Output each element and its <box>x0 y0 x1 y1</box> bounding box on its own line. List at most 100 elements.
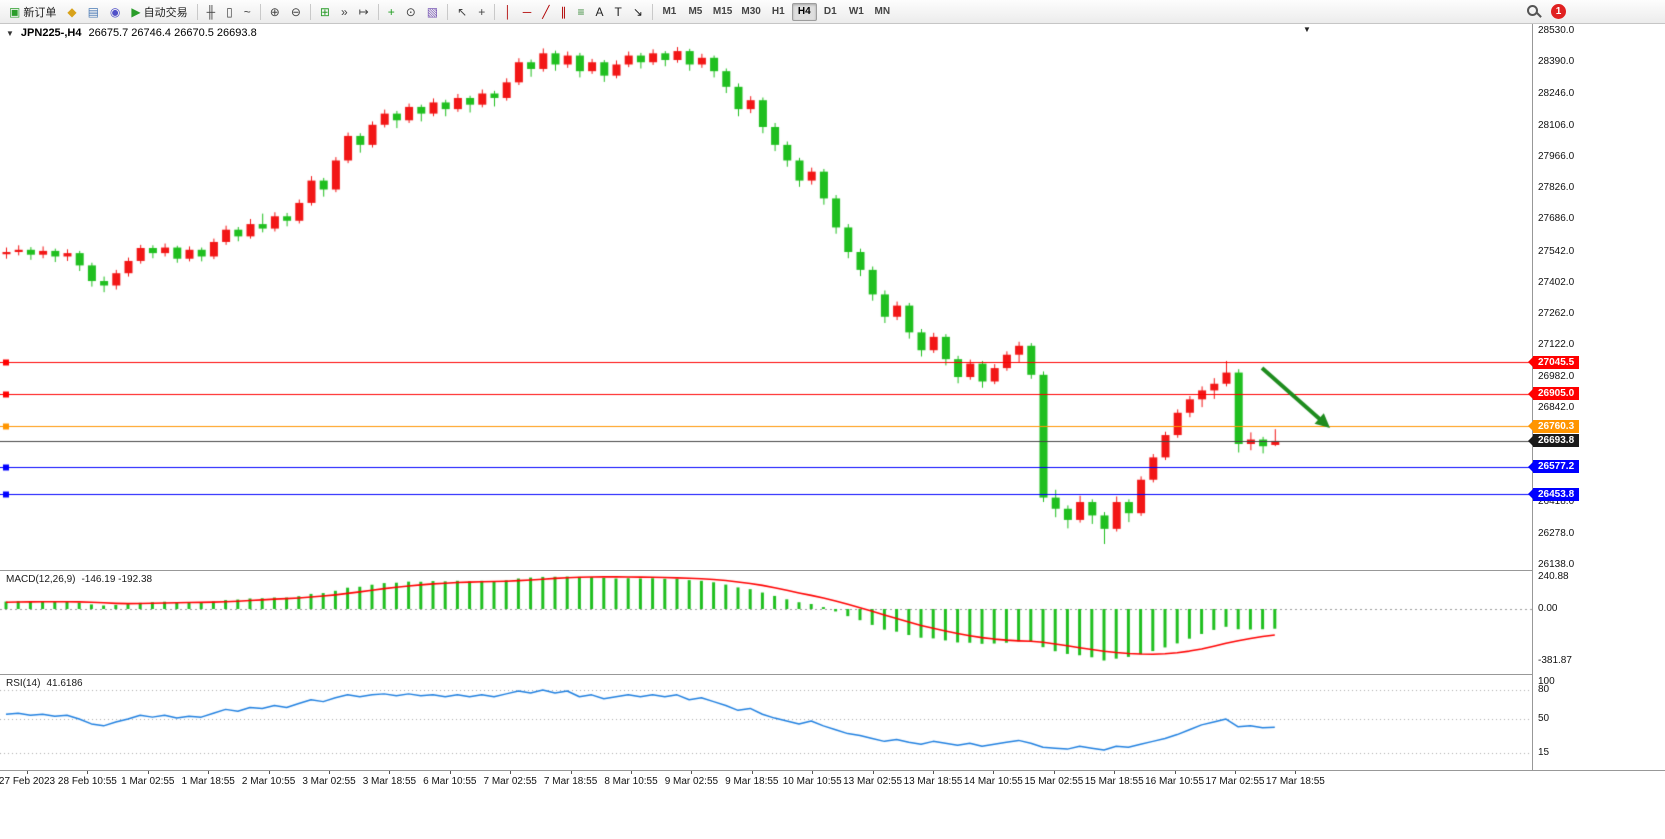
collapse-triangle-icon[interactable]: ▼ <box>6 28 14 38</box>
timeframe-m5[interactable]: M5 <box>683 3 708 21</box>
price-axis-label: 28530.0 <box>1538 25 1575 36</box>
chart-shift-icon: ↦ <box>358 4 369 19</box>
zoom-out-button[interactable]: ⊖ <box>286 2 306 22</box>
candlestick-chart-button[interactable]: ▯ <box>221 2 238 22</box>
time-axis-label: 13 Mar 18:55 <box>903 776 963 787</box>
time-axis-label: 16 Mar 10:55 <box>1145 776 1205 787</box>
time-tick <box>268 771 270 774</box>
text-button[interactable]: A <box>590 2 608 22</box>
vertical-line-icon: │ <box>504 4 512 19</box>
time-tick <box>812 771 814 774</box>
price-tag: 26453.8 <box>1528 487 1580 501</box>
new-order-label: 新订单 <box>23 6 57 19</box>
time-axis-label: 10 Mar 10:55 <box>782 776 842 787</box>
time-tick <box>570 771 572 774</box>
sound-alert-icon: ◉ <box>109 4 121 19</box>
sound-alert-button[interactable]: ◉ <box>105 2 125 22</box>
time-axis-label: 15 Mar 18:55 <box>1084 776 1144 787</box>
time-tick <box>329 771 330 774</box>
chart-area: ▼ JPN225-,H4 26675.7 26746.4 26670.5 266… <box>0 24 1665 839</box>
price-axis-label: 26138.0 <box>1538 559 1575 570</box>
notification-badge[interactable]: 1 <box>1551 4 1566 19</box>
toolbar-icon-group-a: ◆ ▤ ◉ <box>62 2 125 22</box>
auto-scroll-icon: » <box>340 4 348 19</box>
timeframe-d1[interactable]: D1 <box>818 3 843 21</box>
price-axis[interactable]: 28530.0 28390.0 28246.0 28106.0 27966.0 27826… <box>1528 24 1665 770</box>
bar-chart-button[interactable]: ╫ <box>202 2 221 22</box>
timeframe-w1[interactable]: W1 <box>844 3 869 21</box>
cursor-button[interactable]: ↖ <box>452 2 472 22</box>
rsi-axis-label: 50 <box>1538 713 1550 725</box>
auto-scroll-button[interactable]: » <box>336 2 353 22</box>
price-tag-notch <box>1528 435 1533 446</box>
tile-windows-icon: ⊞ <box>319 4 330 19</box>
autotrading-button[interactable]: ▶ 自动交易 <box>126 2 192 22</box>
search-icon[interactable] <box>1526 4 1542 19</box>
timeframe-group: M1 M5 M15 M30 H1 H4 D1 W1 MN <box>657 2 895 21</box>
label-button[interactable]: T <box>610 2 627 22</box>
candlestick-chart-canvas[interactable] <box>0 24 1532 770</box>
line-chart-button[interactable]: ~ <box>239 2 256 22</box>
templates-button[interactable]: ▧ <box>422 2 443 22</box>
toolbar-separator <box>309 3 311 20</box>
horizontal-line-icon: ─ <box>522 4 532 19</box>
price-tag: 26760.3 <box>1528 419 1580 433</box>
time-axis-label: 17 Mar 18:55 <box>1265 776 1325 787</box>
timeframe-m15[interactable]: M15 <box>709 3 736 21</box>
vertical-line-button[interactable]: │ <box>499 2 517 22</box>
macd-panel-divider[interactable] <box>0 570 1665 571</box>
price-axis-label: 27826.0 <box>1538 182 1575 194</box>
time-tick <box>1174 771 1176 774</box>
zoom-out-icon: ⊖ <box>290 4 301 19</box>
trendline-button[interactable]: ╱ <box>537 2 554 22</box>
time-tick <box>27 771 28 774</box>
zoom-in-button[interactable]: ⊕ <box>265 2 285 22</box>
timeframe-m30[interactable]: M30 <box>737 3 764 21</box>
toolbar-right: 1 <box>1526 4 1661 19</box>
fibonacci-icon: ≡ <box>577 4 585 19</box>
chart-shift-button[interactable]: ↦ <box>354 2 374 22</box>
price-axis-label: 28390.0 <box>1538 56 1575 68</box>
market-depth-button[interactable]: ◆ <box>62 2 81 22</box>
rsi-panel-divider[interactable] <box>0 674 1665 675</box>
price-axis-label: 27542.0 <box>1538 245 1575 257</box>
timeframe-m1[interactable]: M1 <box>657 3 682 21</box>
candlestick-chart-icon: ▯ <box>226 4 233 19</box>
horizontal-line-button[interactable]: ─ <box>518 2 537 22</box>
channel-button[interactable]: ∥ <box>555 2 571 22</box>
crosshair-icon: + <box>478 4 486 19</box>
fibonacci-button[interactable]: ≡ <box>572 2 589 22</box>
time-tick <box>933 771 934 774</box>
shapes-button[interactable]: ↘ <box>628 2 648 22</box>
zoom-in-icon: ⊕ <box>269 4 280 19</box>
time-tick <box>1235 771 1236 774</box>
toolbar-separator <box>377 3 379 20</box>
time-axis-label: 13 Mar 02:55 <box>843 776 903 787</box>
time-tick <box>872 771 874 774</box>
time-axis-label: 8 Mar 10:55 <box>604 776 658 787</box>
price-axis-label: 27122.0 <box>1538 339 1575 351</box>
macd-label: MACD(12,26,9) -146.19 -192.38 <box>6 574 152 585</box>
tile-windows-button[interactable]: ⊞ <box>315 2 335 22</box>
data-window-button[interactable]: ▤ <box>83 2 104 22</box>
shapes-icon: ↘ <box>632 4 643 19</box>
time-axis-label: 3 Mar 02:55 <box>302 776 356 787</box>
crosshair-button[interactable]: + <box>473 2 490 22</box>
time-axis[interactable]: 27 Feb 2023 28 Feb 10:55 1 Mar 02:55 1 Mar … <box>0 770 1665 795</box>
indicators-button[interactable]: + <box>383 2 400 22</box>
price-axis-label: 26982.0 <box>1538 370 1575 382</box>
autotrading-play-icon: ▶ <box>131 4 141 19</box>
new-order-button[interactable]: ▣ 新订单 <box>4 2 61 22</box>
indicators-icon: + <box>387 4 395 19</box>
toolbar-separator <box>259 3 261 20</box>
rsi-axis-label: 100 <box>1538 676 1555 687</box>
periods-button[interactable]: ⊙ <box>401 2 421 22</box>
timeframe-h1[interactable]: H1 <box>766 3 791 21</box>
macd-axis-label: 240.88 <box>1538 570 1569 582</box>
timeframe-h4[interactable]: H4 <box>791 2 817 21</box>
timeframe-mn[interactable]: MN <box>870 3 895 21</box>
time-tick <box>389 771 391 774</box>
chart-shift-marker-icon[interactable]: ▼ <box>1303 25 1311 34</box>
time-axis-label: 1 Mar 18:55 <box>181 776 235 787</box>
